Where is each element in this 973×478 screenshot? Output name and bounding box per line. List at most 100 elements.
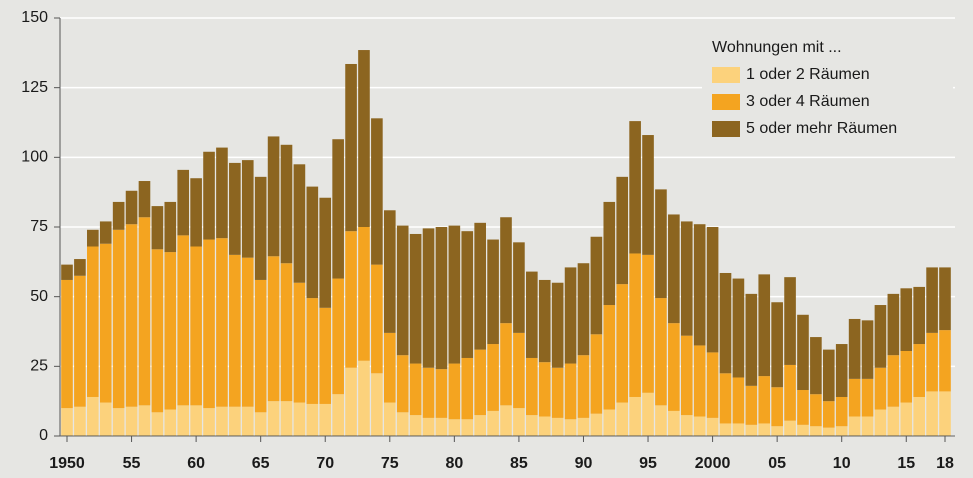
x-tick-label: 90 (575, 455, 593, 472)
bar-segment (913, 396, 925, 436)
bar-segment (448, 225, 461, 364)
bar-segment (487, 344, 499, 411)
bar-segment (784, 277, 796, 365)
bar-segment (61, 408, 73, 436)
bar-segment (745, 424, 758, 436)
bar-segment (345, 231, 357, 368)
x-tick-label: 80 (445, 455, 463, 472)
bar-segment (371, 373, 383, 436)
bar-segment (254, 412, 267, 436)
bar-segment (642, 135, 654, 255)
bar-segment (822, 427, 835, 436)
y-tick-label: 125 (21, 79, 48, 96)
bar-segment (564, 363, 577, 420)
bar-segment (332, 278, 344, 395)
bar-segment (706, 227, 719, 353)
bar-segment (564, 267, 577, 364)
bar-segment (435, 369, 448, 418)
bar-segment (267, 401, 280, 436)
bar-segment (668, 410, 680, 436)
x-tick-label: 95 (639, 455, 657, 472)
bar-segment (538, 416, 551, 436)
bar-segment (629, 396, 641, 436)
bar-segment (861, 378, 874, 417)
bar-segment (138, 405, 151, 436)
bar-segment (719, 373, 732, 424)
bar-segment (409, 233, 422, 364)
bar-segment (241, 160, 254, 258)
bar-segment (267, 256, 280, 402)
x-tick-label: 75 (381, 455, 399, 472)
bar-segment (513, 408, 525, 436)
bar-segment (719, 272, 732, 374)
bar-segment (513, 242, 525, 333)
bar-segment (422, 228, 435, 368)
x-tick-label: 2000 (695, 455, 731, 472)
bar-segment (409, 363, 422, 416)
legend-label: 5 oder mehr Räumen (746, 120, 897, 137)
bar-segment (125, 406, 138, 436)
bar-segment (526, 357, 538, 416)
bar-segment (190, 405, 202, 436)
bar-segment (87, 246, 99, 397)
bar-segment (642, 392, 654, 436)
bar-segment (203, 151, 215, 240)
bar-segment (538, 279, 551, 363)
bar-segment (332, 139, 344, 279)
legend-label: 1 oder 2 Räumen (746, 66, 870, 83)
bar-segment (383, 332, 396, 403)
bar-segment (797, 390, 809, 425)
bar-segment (254, 279, 267, 413)
bar-segment (125, 224, 138, 407)
bar-segment (358, 50, 370, 228)
bar-segment (913, 344, 925, 397)
bar-segment (939, 391, 951, 436)
bar-segment (680, 415, 693, 436)
bar-segment (435, 417, 448, 436)
bar-segment (926, 267, 938, 333)
bar-segment (112, 408, 125, 436)
bar-segment (577, 417, 590, 436)
bar-segment (203, 239, 215, 409)
bar-segment (835, 426, 848, 436)
bar-segment (810, 394, 822, 427)
bar-segment (538, 362, 551, 417)
bar-segment (164, 201, 177, 253)
bar-segment (345, 367, 357, 436)
bar-segment (151, 206, 164, 250)
bar-segment (758, 376, 771, 424)
bar-segment (241, 257, 254, 407)
bar-segment (87, 229, 99, 247)
bar-segment (500, 323, 512, 406)
bar-segment (551, 367, 564, 418)
bar-segment (680, 335, 693, 416)
y-tick-label: 75 (30, 218, 48, 235)
x-tick-label: 10 (833, 455, 851, 472)
bar-segment (306, 298, 319, 404)
bar-segment (383, 402, 396, 436)
x-tick-label: 15 (897, 455, 915, 472)
bar-segment (551, 282, 564, 368)
bar-segment (474, 415, 486, 436)
bar-segment (461, 231, 474, 358)
bar-segment (822, 349, 835, 402)
bar-segment (177, 169, 190, 236)
bar-segment (603, 305, 616, 410)
bar-segment (526, 271, 538, 358)
bar-segment (422, 417, 435, 436)
bar-segment (461, 357, 474, 420)
bar-segment (513, 332, 525, 409)
bar-segment (590, 236, 603, 335)
bar-segment (164, 252, 177, 410)
x-tick-label: 55 (123, 455, 141, 472)
bar-segment (668, 323, 680, 411)
bar-segment (900, 402, 913, 436)
bar-segment (797, 314, 809, 391)
bar-segment (616, 402, 629, 436)
bar-segment (861, 320, 874, 379)
bar-segment (216, 238, 228, 407)
bar-segment (887, 406, 900, 436)
bar-segment (319, 197, 332, 308)
bar-segment (448, 419, 461, 436)
bar-segment (125, 190, 138, 225)
